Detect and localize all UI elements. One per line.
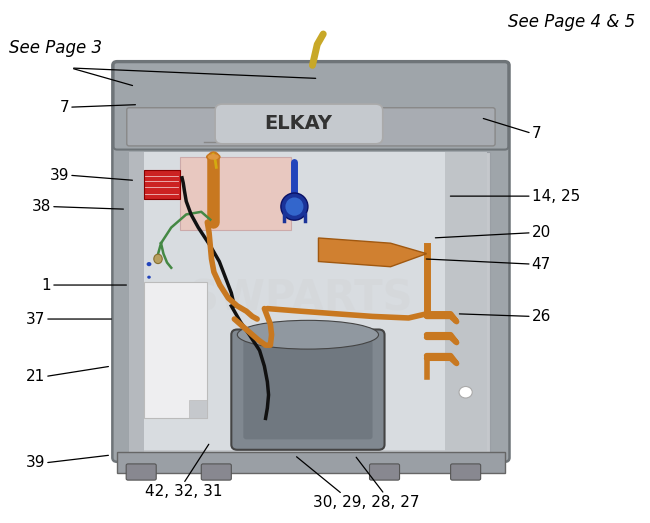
Bar	[129, 152, 144, 452]
Ellipse shape	[147, 262, 151, 266]
FancyBboxPatch shape	[114, 62, 508, 150]
Text: 20: 20	[532, 225, 551, 240]
Text: See Page 3: See Page 3	[9, 39, 102, 57]
FancyBboxPatch shape	[215, 104, 383, 144]
Polygon shape	[318, 238, 426, 267]
Text: 1: 1	[42, 278, 51, 292]
Ellipse shape	[154, 254, 162, 264]
Text: 7: 7	[532, 126, 541, 141]
FancyBboxPatch shape	[144, 170, 180, 199]
FancyBboxPatch shape	[369, 464, 400, 480]
FancyBboxPatch shape	[243, 340, 372, 439]
Text: 39: 39	[49, 168, 69, 183]
Text: 37: 37	[26, 312, 45, 326]
Text: 21: 21	[26, 369, 45, 384]
Text: 30, 29, 28, 27: 30, 29, 28, 27	[313, 495, 420, 509]
FancyBboxPatch shape	[129, 152, 489, 452]
FancyBboxPatch shape	[144, 282, 207, 418]
Text: 14, 25: 14, 25	[532, 189, 580, 203]
Text: 39: 39	[25, 456, 45, 470]
Ellipse shape	[285, 198, 304, 216]
Ellipse shape	[147, 276, 151, 279]
FancyBboxPatch shape	[132, 152, 487, 450]
Ellipse shape	[281, 193, 308, 220]
Ellipse shape	[207, 154, 220, 160]
FancyBboxPatch shape	[127, 108, 495, 146]
Text: SWPARTS: SWPARTS	[188, 277, 412, 319]
FancyBboxPatch shape	[450, 464, 480, 480]
Ellipse shape	[459, 386, 473, 398]
FancyBboxPatch shape	[126, 464, 156, 480]
Text: 26: 26	[532, 309, 551, 324]
FancyBboxPatch shape	[117, 452, 504, 473]
Text: See Page 4 & 5: See Page 4 & 5	[508, 13, 635, 31]
Text: 38: 38	[32, 199, 51, 214]
Polygon shape	[189, 400, 207, 418]
Ellipse shape	[237, 320, 378, 349]
Bar	[445, 152, 487, 452]
Text: 42, 32, 31: 42, 32, 31	[144, 484, 222, 499]
Text: 7: 7	[59, 100, 69, 115]
FancyBboxPatch shape	[202, 464, 231, 480]
Ellipse shape	[209, 155, 218, 159]
Text: 47: 47	[532, 257, 551, 271]
FancyBboxPatch shape	[180, 157, 291, 230]
Text: ELKAY: ELKAY	[265, 115, 333, 133]
FancyBboxPatch shape	[231, 329, 385, 450]
FancyBboxPatch shape	[112, 61, 510, 462]
